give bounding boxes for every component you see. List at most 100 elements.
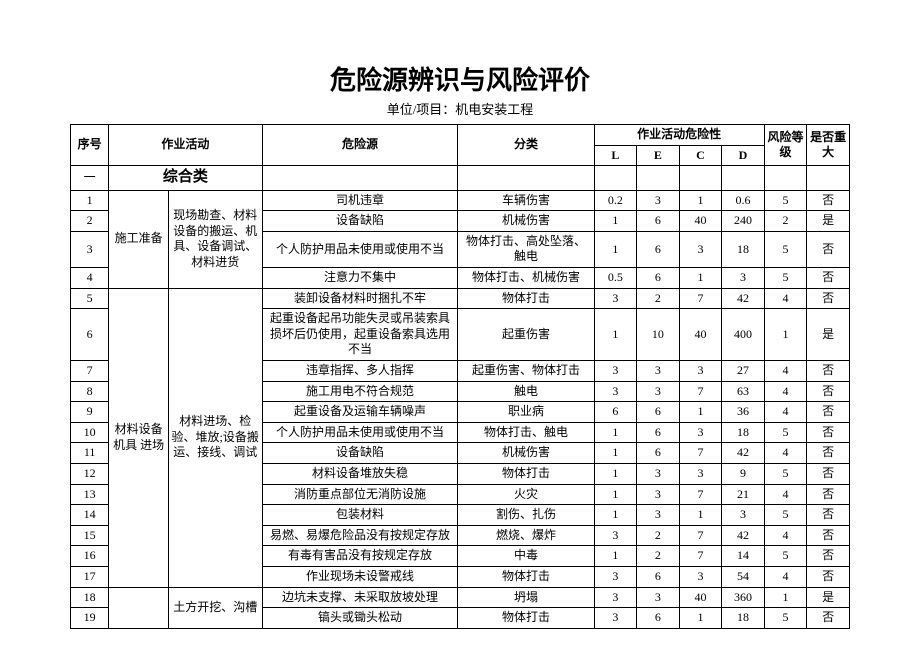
cell: 3 xyxy=(594,381,637,402)
cell xyxy=(594,166,637,191)
cell xyxy=(109,587,169,628)
cell: 0.2 xyxy=(594,190,637,211)
cell: 现场勘查、材料设备的搬运、机具、设备调试、材料进货 xyxy=(168,190,262,288)
cell: 6 xyxy=(637,422,680,443)
cell: 物体打击、机械伤害 xyxy=(458,268,594,289)
cell: 3 xyxy=(594,288,637,309)
header-row-1: 序号 作业活动 危险源 分类 作业活动危险性 风险等级 是否重大 xyxy=(71,125,850,146)
cell: 18 xyxy=(722,608,765,629)
cell: 否 xyxy=(807,422,850,443)
cell: 2 xyxy=(637,546,680,567)
cell: 3 xyxy=(594,361,637,382)
cell: 3 xyxy=(637,587,680,608)
cell: 4 xyxy=(764,566,807,587)
cell: 职业病 xyxy=(458,402,594,423)
cell: 3 xyxy=(679,566,722,587)
cell xyxy=(637,166,680,191)
cell: 机械伤害 xyxy=(458,443,594,464)
cell: 2 xyxy=(637,525,680,546)
cell: 3 xyxy=(722,505,765,526)
cell: 54 xyxy=(722,566,765,587)
cell: 4 xyxy=(764,443,807,464)
cell: 否 xyxy=(807,464,850,485)
cell: 物体打击 xyxy=(458,288,594,309)
cell: 有毒有害品没有按规定存放 xyxy=(262,546,458,567)
cell: 7 xyxy=(679,381,722,402)
cell: 6 xyxy=(637,443,680,464)
cell: 1 xyxy=(594,211,637,232)
cell: 个人防护用品未使用或使用不当 xyxy=(262,422,458,443)
cell: 18 xyxy=(71,587,109,608)
cell: 6 xyxy=(637,268,680,289)
cell: 否 xyxy=(807,525,850,546)
cell: 个人防护用品未使用或使用不当 xyxy=(262,231,458,267)
cell: 注意力不集中 xyxy=(262,268,458,289)
cell: 2 xyxy=(71,211,109,232)
cell: 4 xyxy=(764,525,807,546)
cell: 7 xyxy=(679,525,722,546)
cell: 240 xyxy=(722,211,765,232)
cell: 否 xyxy=(807,361,850,382)
cell: 7 xyxy=(679,546,722,567)
cell: 1 xyxy=(594,464,637,485)
cell: 装卸设备材料时捆扎不牢 xyxy=(262,288,458,309)
cell xyxy=(807,166,850,191)
cell: 割伤、扎伤 xyxy=(458,505,594,526)
cell: 2 xyxy=(637,288,680,309)
cell: 0.5 xyxy=(594,268,637,289)
cell: 起重设备及运输车辆噪声 xyxy=(262,402,458,423)
cell: 否 xyxy=(807,566,850,587)
table-row: 5材料设备 机具 进场材料进场、检验、堆放;设备搬运、接线、调试装卸设备材料时捆… xyxy=(71,288,850,309)
cell: 包装材料 xyxy=(262,505,458,526)
cell: 5 xyxy=(764,268,807,289)
cell: 违章指挥、多人指挥 xyxy=(262,361,458,382)
cell: 材料设备堆放失稳 xyxy=(262,464,458,485)
cell: 否 xyxy=(807,608,850,629)
cell: 40 xyxy=(679,211,722,232)
cell: 物体打击 xyxy=(458,464,594,485)
cell: 8 xyxy=(71,381,109,402)
cell: 16 xyxy=(71,546,109,567)
cell xyxy=(722,166,765,191)
cell: 360 xyxy=(722,587,765,608)
cell: 6 xyxy=(637,231,680,267)
cell: 起重设备起吊功能失灵或吊装索具损坏后仍使用，起重设备索具选用不当 xyxy=(262,309,458,361)
cell: 11 xyxy=(71,443,109,464)
cell: 21 xyxy=(722,484,765,505)
cell: 施工准备 xyxy=(109,190,169,288)
cell: 5 xyxy=(764,505,807,526)
cell: 综合类 xyxy=(109,166,262,191)
cell: 42 xyxy=(722,288,765,309)
cell: 1 xyxy=(594,309,637,361)
cell: 9 xyxy=(722,464,765,485)
section-row: 一综合类 xyxy=(71,166,850,191)
cell: 起重伤害、物体打击 xyxy=(458,361,594,382)
cell: 3 xyxy=(594,587,637,608)
cell: 物体打击 xyxy=(458,608,594,629)
cell: 6 xyxy=(637,402,680,423)
th-seq: 序号 xyxy=(71,125,109,166)
cell: 否 xyxy=(807,443,850,464)
page-title: 危险源辨识与风险评价 xyxy=(70,60,850,97)
cell: 9 xyxy=(71,402,109,423)
th-activity: 作业活动 xyxy=(109,125,262,166)
cell: 4 xyxy=(764,288,807,309)
cell: 7 xyxy=(679,288,722,309)
cell xyxy=(679,166,722,191)
table-row: 18土方开挖、沟槽边坑未支撑、未采取放坡处理坍塌33403601是 xyxy=(71,587,850,608)
cell: 3 xyxy=(722,268,765,289)
cell: 边坑未支撑、未采取放坡处理 xyxy=(262,587,458,608)
cell: 1 xyxy=(594,443,637,464)
cell: 土方开挖、沟槽 xyxy=(168,587,262,628)
cell: 1 xyxy=(679,402,722,423)
cell: 否 xyxy=(807,231,850,267)
cell: 14 xyxy=(722,546,765,567)
cell: 1 xyxy=(594,546,637,567)
cell: 否 xyxy=(807,190,850,211)
th-level: 风险等级 xyxy=(764,125,807,166)
th-classification: 分类 xyxy=(458,125,594,166)
cell xyxy=(764,166,807,191)
cell: 0.6 xyxy=(722,190,765,211)
cell: 12 xyxy=(71,464,109,485)
cell: 坍塌 xyxy=(458,587,594,608)
